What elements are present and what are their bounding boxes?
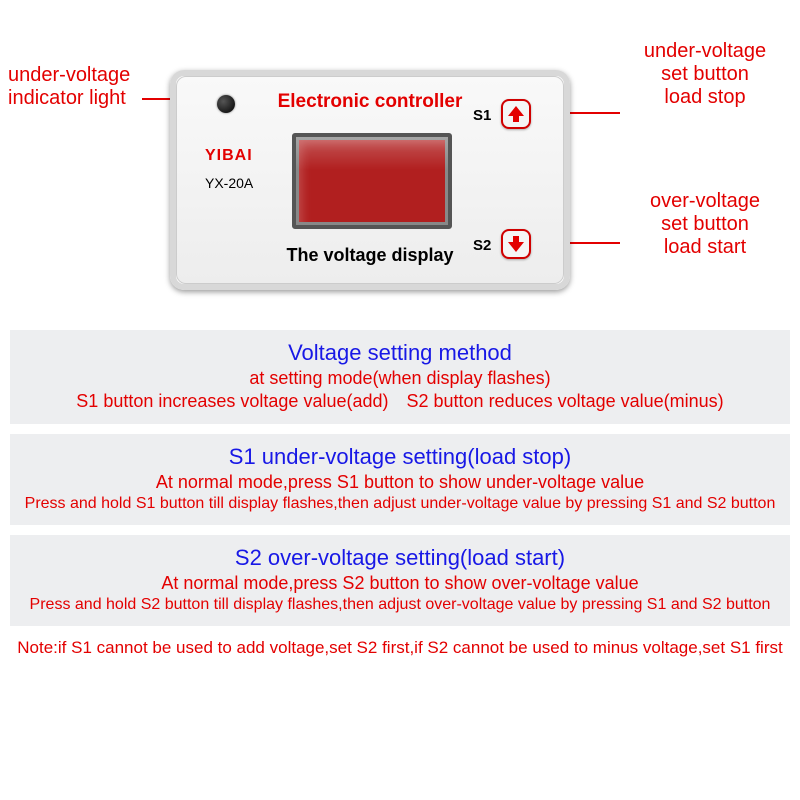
diagram-top: under-voltage indicator light .line-righ… bbox=[0, 0, 800, 320]
device: Electronic controller YIBAI YX-20A The v… bbox=[170, 70, 570, 290]
block-line: Press and hold S2 button till display fl… bbox=[18, 596, 782, 614]
callout-s1: under-voltage set button load stop bbox=[620, 40, 790, 109]
voltage-display bbox=[292, 133, 452, 229]
block-title: S2 over-voltage setting(load start) bbox=[18, 545, 782, 571]
block-line: At normal mode,press S2 button to show o… bbox=[18, 573, 782, 594]
callout-s2: over-voltage set button load start bbox=[620, 190, 790, 259]
block-line: At normal mode,press S1 button to show u… bbox=[18, 472, 782, 493]
model-label: YX-20A bbox=[205, 175, 253, 191]
callout-text: set button bbox=[620, 63, 790, 86]
arrow-down-icon bbox=[507, 235, 525, 253]
block-title: S1 under-voltage setting(load stop) bbox=[18, 444, 782, 470]
s2-button[interactable] bbox=[501, 229, 531, 259]
callout-text: under-voltage bbox=[8, 64, 130, 87]
s1-button[interactable] bbox=[501, 99, 531, 129]
device-face: Electronic controller YIBAI YX-20A The v… bbox=[176, 76, 564, 284]
callout-text: load stop bbox=[620, 86, 790, 109]
block-s2-setting: S2 over-voltage setting(load start) At n… bbox=[10, 535, 790, 626]
callout-text: load start bbox=[620, 236, 790, 259]
callout-text: indicator light bbox=[8, 87, 130, 110]
s2-label: S2 bbox=[473, 237, 491, 254]
callout-text: over-voltage bbox=[620, 190, 790, 213]
block-s1-setting: S1 under-voltage setting(load stop) At n… bbox=[10, 434, 790, 525]
arrow-up-icon bbox=[507, 105, 525, 123]
s1-label: S1 bbox=[473, 107, 491, 124]
brand-label: YIBAI bbox=[205, 147, 253, 165]
callout-undervoltage-led: under-voltage indicator light bbox=[8, 64, 130, 110]
block-line: S2 button reduces voltage value(minus) bbox=[407, 391, 724, 412]
block-title: Voltage setting method bbox=[18, 340, 782, 366]
block-line: S1 button increases voltage value(add) bbox=[76, 391, 388, 412]
block-line: Press and hold S1 button till display fl… bbox=[18, 495, 782, 513]
callout-text: set button bbox=[620, 213, 790, 236]
block-voltage-setting: Voltage setting method at setting mode(w… bbox=[10, 330, 790, 424]
block-line: at setting mode(when display flashes) bbox=[18, 368, 782, 389]
callout-text: under-voltage bbox=[620, 40, 790, 63]
footer-note: Note:if S1 cannot be used to add voltage… bbox=[10, 638, 790, 658]
